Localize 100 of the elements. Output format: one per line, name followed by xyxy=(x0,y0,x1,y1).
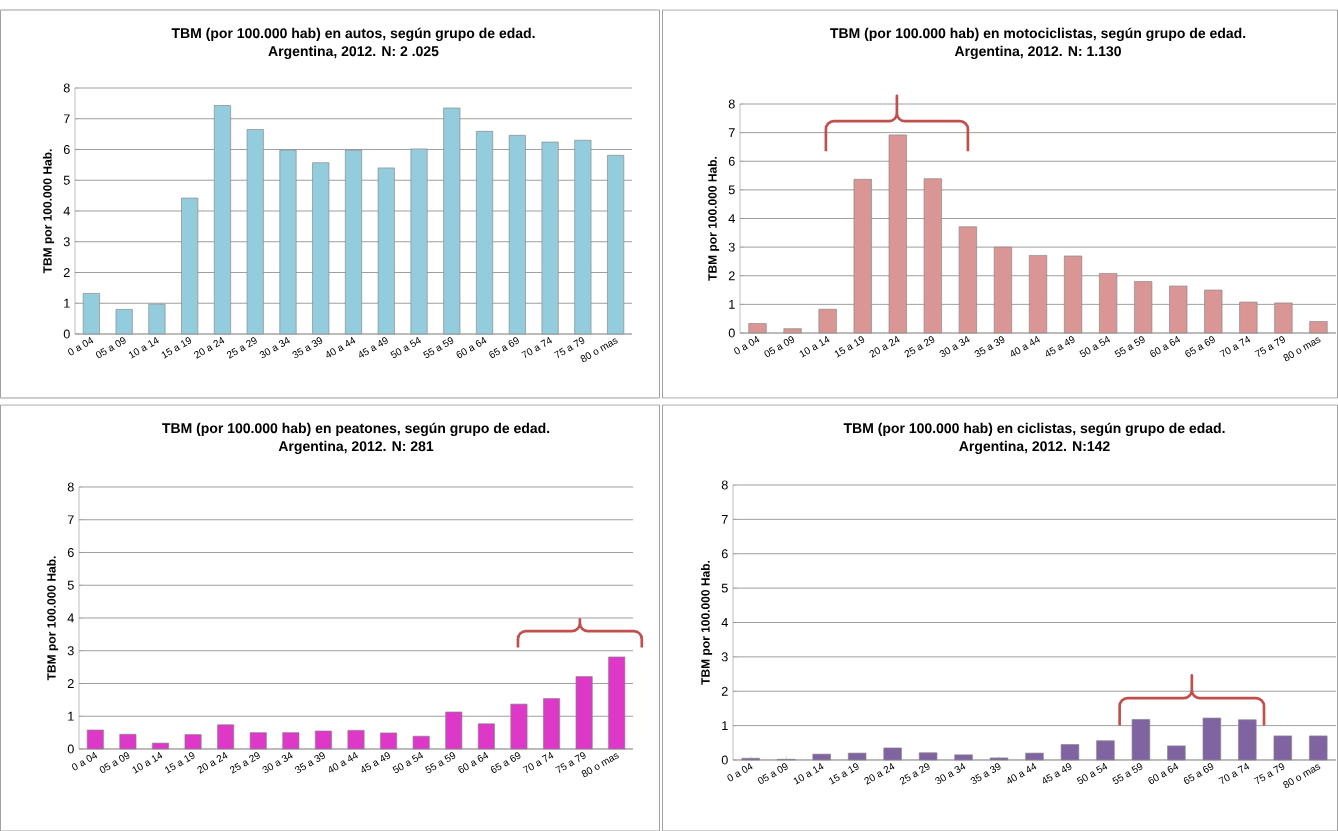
x-tick-label: 15 a 19 xyxy=(829,763,859,785)
x-tick-label: 30 a 34 xyxy=(262,751,293,774)
chart-title: TBM (por 100.000 hab) en ciclistas, según grupo de edad. xyxy=(843,422,1225,436)
x-tick-label: 35 a 39 xyxy=(974,336,1005,358)
x-tick-label: 25 a 29 xyxy=(899,763,930,785)
x-tick-label: 25 a 29 xyxy=(226,337,257,359)
chart-subtitle: Argentina, 2012. N: 2 .025 xyxy=(268,45,439,59)
y-tick-label: 4 xyxy=(67,613,74,623)
x-tick-label: 05 a 09 xyxy=(764,336,795,357)
y-tick-label: 0 xyxy=(721,755,728,765)
x-tick-label: 70 a 74 xyxy=(1218,762,1250,785)
x-tick-label: 40 a 44 xyxy=(326,336,356,358)
x-tick-label: 70 a 74 xyxy=(1219,335,1251,358)
y-tick-label: 8 xyxy=(63,83,70,93)
x-tick-label: 20 a 24 xyxy=(869,335,900,358)
y-tick-label: 3 xyxy=(67,646,74,656)
x-tick-label: 40 a 44 xyxy=(1007,762,1037,784)
x-tick-label: 30 a 34 xyxy=(935,762,966,785)
x-tick-label: 40 a 44 xyxy=(329,751,358,773)
x-tick-label: 50 a 54 xyxy=(1076,762,1108,785)
x-tick-label: 65 a 69 xyxy=(489,337,519,358)
chart-subtitle: Argentina, 2012. N: 281 xyxy=(278,440,434,454)
x-tick-label: 25 a 29 xyxy=(229,752,260,774)
y-tick-label: 6 xyxy=(721,549,728,559)
chart-subtitle: Argentina, 2012. N:142 xyxy=(959,440,1110,454)
x-tick-label: 60 a 64 xyxy=(1150,335,1181,357)
x-tick-label: 35 a 39 xyxy=(970,763,1001,785)
x-tick-label: 50 a 54 xyxy=(390,336,421,359)
y-tick-label: 3 xyxy=(63,237,70,247)
x-tick-label: 20 a 24 xyxy=(864,762,895,785)
y-tick-label: 7 xyxy=(67,515,74,525)
x-tick-label: 55 a 59 xyxy=(423,337,454,359)
y-tick-label: 5 xyxy=(67,580,74,590)
y-tick-label: 8 xyxy=(728,99,735,109)
x-tick-label: 50 a 54 xyxy=(392,751,424,774)
y-tick-label: 6 xyxy=(67,548,74,557)
x-tick-label: 60 a 64 xyxy=(458,751,489,773)
y-tick-label: 4 xyxy=(721,618,728,627)
x-tick-label: 80 o mas xyxy=(1283,764,1321,788)
y-tick-label: 5 xyxy=(728,185,735,195)
x-tick-label: 50 a 54 xyxy=(1079,335,1110,358)
x-tick-label: 0 a 04 xyxy=(734,335,760,355)
y-tick-label: 5 xyxy=(63,175,70,185)
x-tick-label: 15 a 19 xyxy=(834,336,865,358)
y-tick-label: 0 xyxy=(728,328,735,338)
x-tick-label: 60 a 64 xyxy=(456,336,487,358)
x-tick-label: 10 a 14 xyxy=(799,335,830,358)
x-tick-label: 55 a 59 xyxy=(1112,763,1143,785)
y-tick-label: 1 xyxy=(68,711,74,721)
x-tick-label: 45 a 49 xyxy=(361,752,391,773)
y-tick-label: 7 xyxy=(63,114,70,124)
y-tick-label: 1 xyxy=(64,298,70,308)
x-tick-label: 65 a 69 xyxy=(1185,336,1215,357)
x-tick-label: 05 a 09 xyxy=(95,337,126,358)
y-tick-label: 7 xyxy=(728,128,735,137)
y-tick-label: 6 xyxy=(63,145,70,154)
y-axis-title: TBM por 100.000 Hab. xyxy=(42,149,55,274)
y-tick-label: 2 xyxy=(728,271,735,281)
y-axis-title: TBM por 100.000 Hab. xyxy=(707,156,720,281)
y-tick-label: 1 xyxy=(729,300,735,309)
y-tick-label: 2 xyxy=(63,268,70,277)
x-tick-label: 05 a 09 xyxy=(99,752,130,773)
x-tick-label: 30 a 34 xyxy=(939,335,970,358)
y-tick-label: 1 xyxy=(722,721,728,730)
x-tick-label: 10 a 14 xyxy=(132,751,163,774)
x-tick-label: 30 a 34 xyxy=(259,336,290,359)
x-tick-label: 20 a 24 xyxy=(194,336,225,359)
y-tick-label: 0 xyxy=(67,744,74,754)
y-tick-label: 8 xyxy=(721,480,728,490)
x-tick-label: 55 a 59 xyxy=(425,752,456,774)
x-tick-label: 15 a 19 xyxy=(165,752,195,774)
chart-subtitle: Argentina, 2012. N: 1.130 xyxy=(954,45,1121,59)
y-tick-label: 3 xyxy=(721,652,728,662)
x-tick-label: 40 a 44 xyxy=(1011,335,1040,357)
y-axis-title: TBM por 100.000 Hab. xyxy=(46,556,59,681)
x-tick-label: 65 a 69 xyxy=(490,752,521,773)
y-tick-label: 2 xyxy=(721,686,728,696)
y-tick-label: 7 xyxy=(721,515,728,524)
x-tick-label: 70 a 74 xyxy=(521,336,552,359)
y-axis-title: TBM por 100.000 Hab. xyxy=(700,560,713,685)
chart-title: TBM (por 100.000 hab) en motociclistas, según grupo de edad. xyxy=(830,27,1246,41)
x-tick-label: 45 a 49 xyxy=(359,337,388,358)
x-tick-label: 05 a 09 xyxy=(758,763,788,784)
y-tick-label: 8 xyxy=(67,482,74,492)
y-tick-label: 2 xyxy=(67,679,74,688)
y-tick-label: 6 xyxy=(728,156,735,166)
x-tick-label: 10 a 14 xyxy=(793,762,824,785)
x-tick-label: 55 a 59 xyxy=(1114,336,1145,358)
y-tick-label: 3 xyxy=(728,242,735,252)
x-tick-label: 15 a 19 xyxy=(161,337,192,359)
y-tick-label: 5 xyxy=(721,583,728,593)
y-tick-label: 4 xyxy=(63,206,70,216)
chart-title: TBM (por 100.000 hab) en peatones, según grupo de edad. xyxy=(162,422,550,436)
x-tick-label: 45 a 49 xyxy=(1046,336,1075,357)
x-tick-label: 45 a 49 xyxy=(1043,763,1072,784)
x-tick-label: 20 a 24 xyxy=(197,751,228,774)
x-tick-label: 35 a 39 xyxy=(292,337,323,359)
x-tick-label: 65 a 69 xyxy=(1183,763,1214,784)
y-tick-label: 4 xyxy=(728,214,735,223)
x-tick-label: 10 a 14 xyxy=(128,336,159,359)
